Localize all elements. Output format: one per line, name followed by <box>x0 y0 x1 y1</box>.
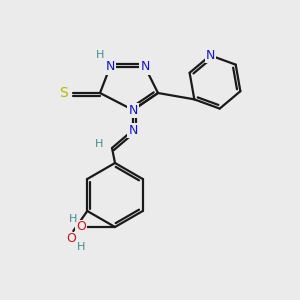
Text: N: N <box>206 49 215 62</box>
Text: O: O <box>76 220 86 233</box>
Text: N: N <box>128 124 138 136</box>
Text: N: N <box>128 103 138 116</box>
Text: H: H <box>96 50 104 60</box>
Text: O: O <box>66 232 76 245</box>
Text: N: N <box>105 61 115 74</box>
Text: H: H <box>95 139 103 149</box>
Text: S: S <box>60 86 68 100</box>
Text: H: H <box>69 214 77 224</box>
Text: H: H <box>77 242 86 252</box>
Text: N: N <box>140 61 150 74</box>
